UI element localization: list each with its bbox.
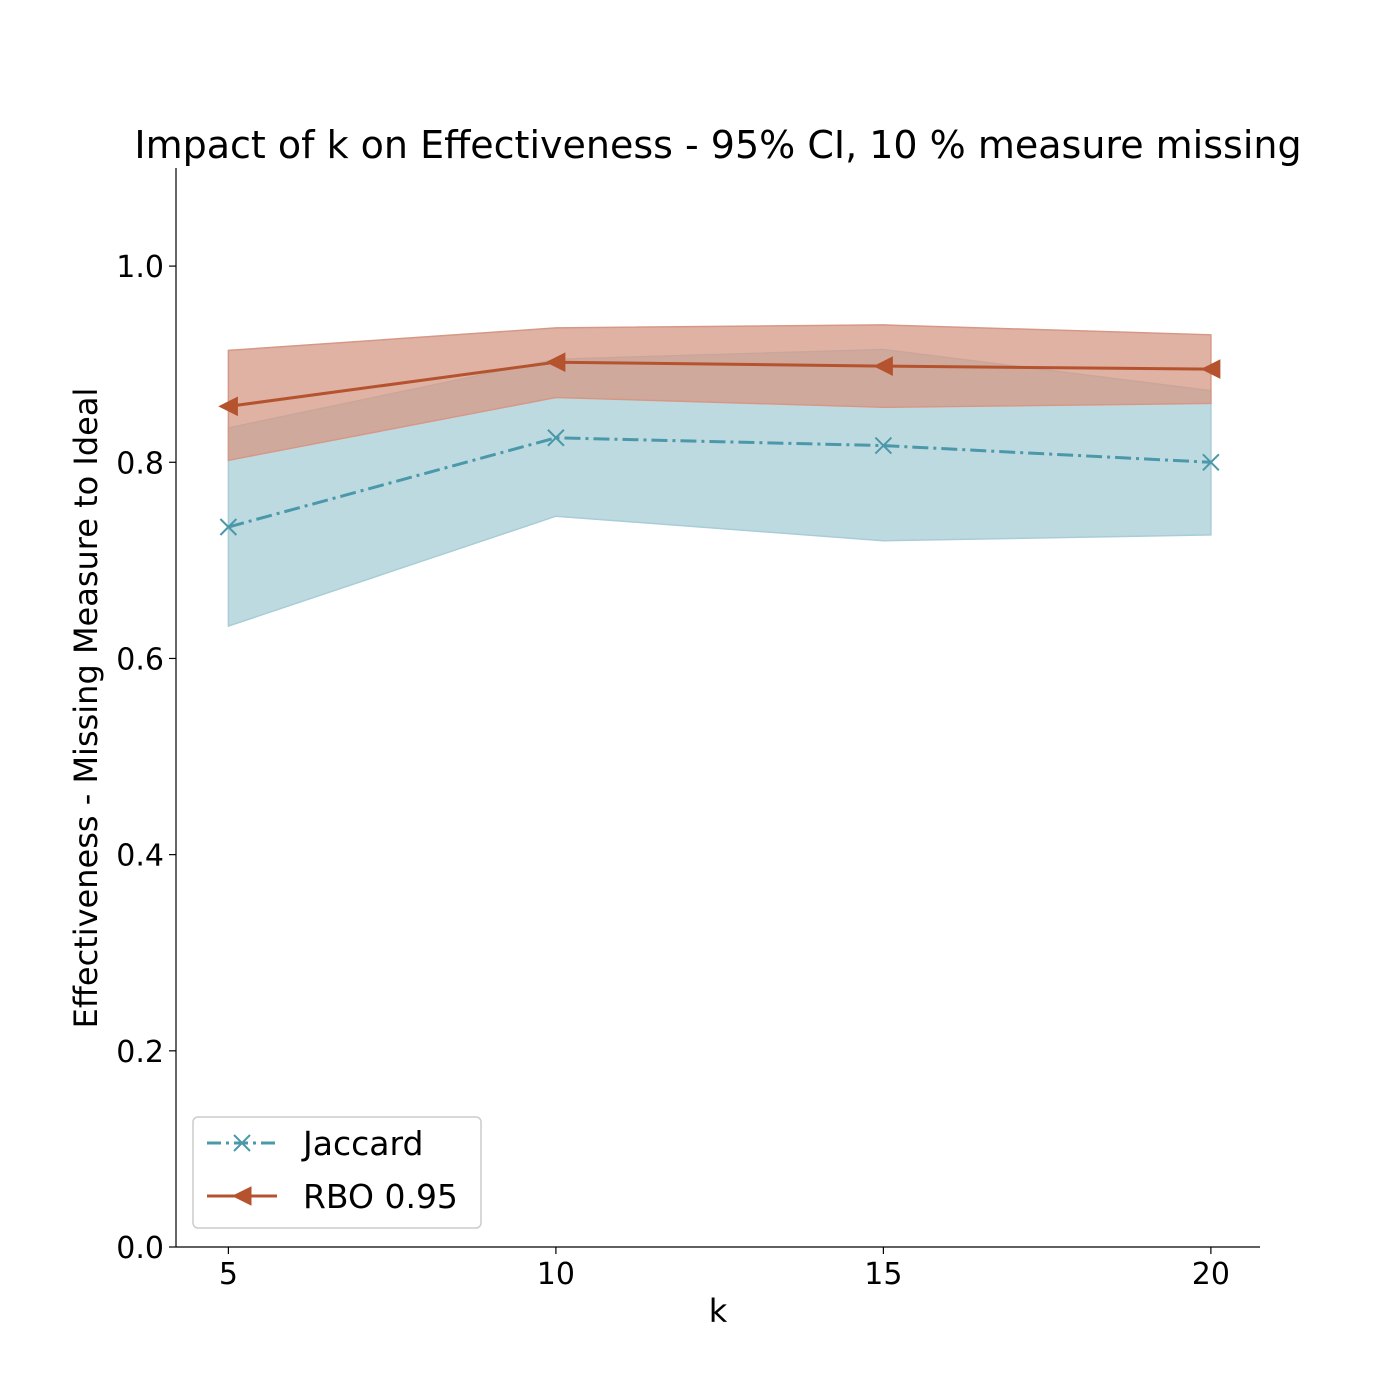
x-tick-label: 10 — [537, 1257, 575, 1292]
legend: Jaccard RBO 0.95 — [192, 1116, 482, 1229]
legend-marker — [233, 1134, 251, 1152]
x-tick-label: 20 — [1192, 1257, 1230, 1292]
y-tick-label: 0.4 — [116, 839, 164, 874]
x-tick-label: 5 — [219, 1257, 238, 1292]
ci-band-rbo-0-95 — [227, 324, 1212, 462]
series-markers — [218, 352, 1221, 536]
y-tick-label: 1.0 — [116, 250, 164, 285]
data-point-rbo-0-95 — [218, 396, 238, 417]
x-axis-label: k — [709, 1292, 728, 1330]
data-point-jaccard — [874, 436, 893, 455]
legend-label: Jaccard — [301, 1124, 423, 1163]
tick-labels: 0.0 0.2 0.4 0.6 0.8 1.0 5 10 15 20 — [116, 250, 1230, 1292]
chart-title: Impact of k on Effectiveness - 95% CI, 1… — [134, 123, 1301, 167]
y-tick-label: 0.2 — [116, 1035, 164, 1070]
y-tick-label: 0.8 — [116, 446, 164, 481]
ci-bands — [227, 324, 1212, 628]
series-line-jaccard — [228, 436, 1211, 529]
data-point-rbo-0-95 — [1200, 359, 1221, 379]
data-point-rbo-0-95 — [873, 356, 893, 376]
axes — [169, 168, 1260, 1254]
x-tick-label: 15 — [864, 1257, 902, 1292]
series-lines — [228, 360, 1211, 529]
legend-label: RBO 0.95 — [303, 1177, 458, 1216]
y-axis-label: Effectiveness - Missing Measure to Ideal — [67, 388, 105, 1029]
y-tick-label: 0.6 — [116, 642, 164, 677]
data-point-rbo-0-95 — [545, 352, 566, 373]
legend-box — [192, 1116, 482, 1229]
legend-marker — [231, 1186, 252, 1206]
data-point-jaccard — [219, 518, 238, 536]
series-line-rbo-0-95 — [228, 360, 1211, 408]
data-point-jaccard — [1202, 453, 1220, 471]
legend-entry-rbo: RBO 0.95 — [207, 1177, 458, 1216]
y-tick-label: 0.0 — [116, 1231, 164, 1266]
legend-entry-jaccard: Jaccard — [207, 1124, 423, 1163]
data-point-jaccard — [547, 429, 565, 447]
